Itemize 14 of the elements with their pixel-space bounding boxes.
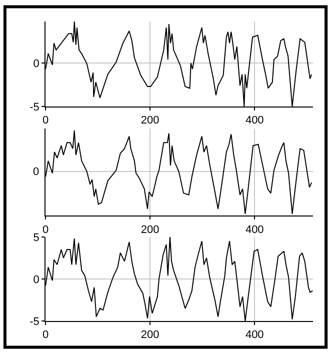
x-tick-label: 400 xyxy=(245,114,264,127)
x-tick-label: 200 xyxy=(140,224,160,236)
y-tick-label: -5 xyxy=(30,316,40,328)
y-tick-label: 0 xyxy=(33,274,40,286)
x-tick-label: 400 xyxy=(245,224,264,236)
y-tick-label: 0 xyxy=(33,58,40,70)
x-tick-label: 400 xyxy=(245,329,264,342)
x-tick-label: 200 xyxy=(140,114,160,127)
y-tick-label: 5 xyxy=(33,232,40,244)
x-tick-label: 0 xyxy=(42,329,49,342)
x-tick-label: 0 xyxy=(42,114,49,127)
y-tick-label: -5 xyxy=(30,101,40,114)
x-tick-label: 200 xyxy=(140,329,160,342)
x-tick-label: 0 xyxy=(42,224,49,236)
